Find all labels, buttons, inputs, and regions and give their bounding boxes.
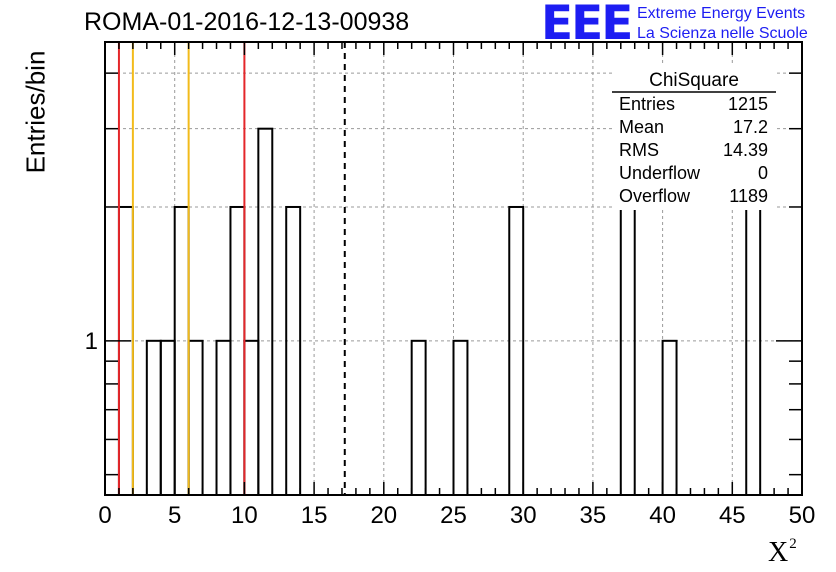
histogram-bar [215,339,232,497]
histogram-bar [285,205,302,496]
stats-row-label: Mean [619,117,664,137]
eee-logo-mark: EEE [541,0,633,51]
y-axis-label: Entries/bin [20,50,51,174]
x-tick-label: 10 [231,502,258,529]
stats-row-value: 14.39 [723,140,768,160]
x-tick-label: 0 [98,502,111,529]
stats-row-value: 1189 [729,186,768,206]
histogram-bar [117,205,134,496]
histogram-bar [159,339,176,497]
x-axis-label-base: X [768,537,789,568]
histogram-bar [145,339,162,497]
stats-row-label: Underflow [619,163,701,183]
y-tick-label: 1 [85,328,98,355]
histogram-bar [410,339,427,497]
stats-row-label: RMS [619,140,659,160]
histogram-bar [173,205,190,496]
stats-row-label: Overflow [619,186,691,206]
histogram-bar [661,339,678,497]
histogram-bar [257,127,274,496]
x-tick-label: 15 [301,502,328,529]
stats-row-value: 17.2 [733,117,768,137]
chart-title: ROMA-01-2016-12-13-00938 [84,8,410,36]
logo-line-2: La Scienza nelle Scuole [637,25,808,42]
histogram-bar [187,339,204,497]
histogram-bar [619,205,636,496]
histogram-bar [745,205,762,496]
histogram-bar [508,205,525,496]
stats-row-value: 1215 [728,94,768,114]
x-tick-label: 35 [580,502,607,529]
stats-row-value: 0 [758,163,768,183]
logo-line-1: Extreme Energy Events [637,5,806,22]
stats-box-title: ChiSquare [649,70,739,91]
x-tick-label: 40 [649,502,676,529]
x-tick-label: 25 [440,502,467,529]
histogram-bar [229,205,246,496]
stats-box-background [612,66,776,210]
x-axis-label: X2 [768,536,797,569]
stats-row-label: Entries [619,94,675,114]
x-tick-label: 20 [370,502,397,529]
x-tick-label: 50 [789,502,816,529]
x-tick-label: 30 [510,502,537,529]
histogram-bar [243,339,260,497]
x-tick-label: 45 [719,502,746,529]
x-tick-label: 5 [168,502,181,529]
histogram-bar [452,339,469,497]
x-axis-label-superscript: 2 [789,536,797,552]
